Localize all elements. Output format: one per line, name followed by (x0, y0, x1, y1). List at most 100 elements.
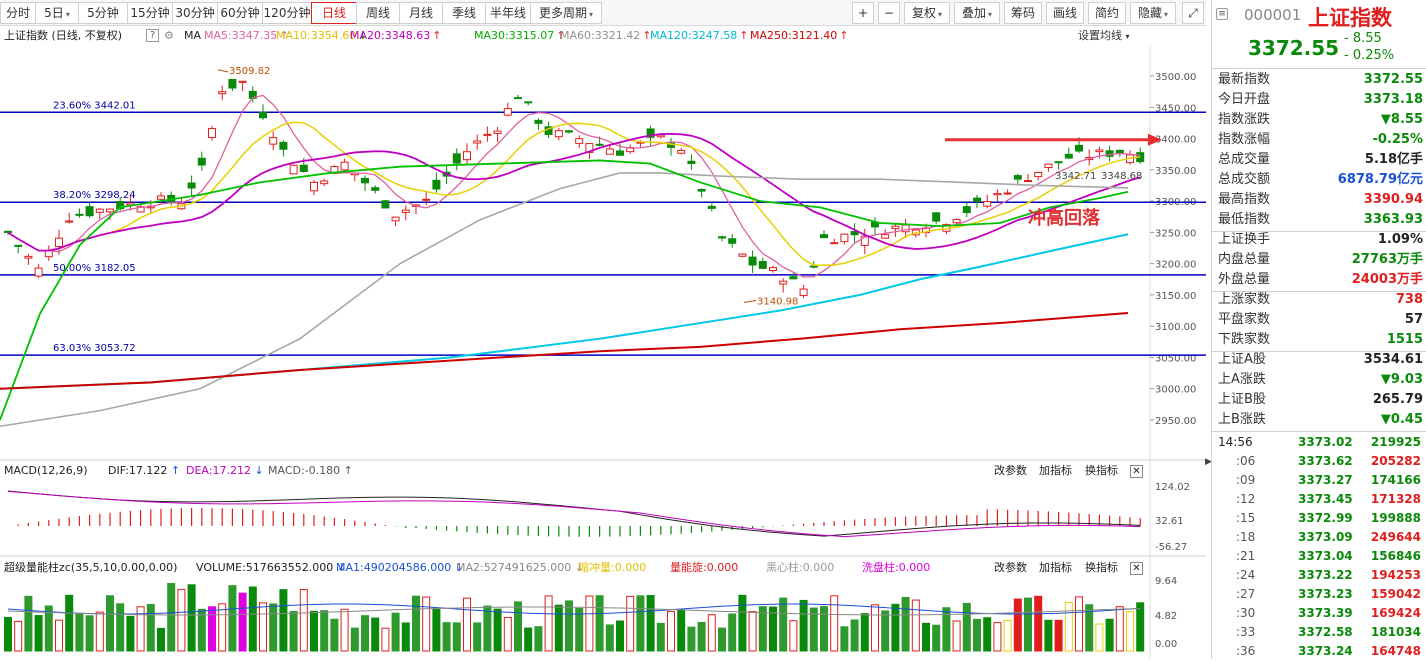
tab-11[interactable]: 半年线 (485, 2, 531, 24)
macd-close-icon[interactable]: ✕ (1130, 465, 1143, 478)
volume-bar (65, 594, 74, 652)
menu-icon[interactable]: ≡ (1216, 8, 1228, 20)
macd-param-button[interactable]: 改参数 (994, 464, 1027, 477)
quote-row-value: 5.18亿手 (1364, 152, 1423, 167)
volume-bar (1034, 595, 1043, 652)
macd-header: MACD(12,26,9) DIF:17.122 ↑ DEA:17.212 ↓ … (0, 462, 1148, 480)
tick-price: 3373.62 (1298, 454, 1353, 468)
tab-8[interactable]: 周线 (356, 2, 400, 24)
chevron-down-icon: ▾ (589, 10, 594, 19)
volume-bar (289, 610, 298, 652)
macd-switch-indicator-button[interactable]: 换指标 (1085, 464, 1118, 477)
candle-body (524, 101, 533, 104)
volume-bar (34, 615, 43, 652)
ma-item-3: MA30:3315.07 ↑ (474, 29, 566, 42)
volume-bar (656, 622, 665, 652)
tab-5[interactable]: 60分钟 (217, 2, 263, 24)
tool-6[interactable]: 简约 (1088, 2, 1126, 24)
fib-label: 38.20% 3298.24 (53, 190, 136, 201)
quote-row: 最低指数 3363.93 (1212, 210, 1426, 230)
quote-row-label: 上证A股 (1218, 352, 1266, 367)
tab-2[interactable]: 5分钟 (78, 2, 128, 24)
tick-row: :24 3373.22 194253 (1212, 566, 1426, 585)
volume-bar (840, 626, 849, 652)
volume-bar (799, 599, 808, 652)
candle-body (779, 280, 788, 285)
candle-body (65, 220, 74, 223)
volume-bar (106, 595, 114, 652)
volume-bar (228, 585, 237, 652)
tab-7[interactable]: 日线 (311, 2, 357, 24)
quote-row-value: 24003万手 (1351, 272, 1423, 287)
volume-bar (463, 597, 471, 652)
tool-7[interactable]: 隐藏 ▾ (1130, 2, 1176, 24)
tick-time: :30 (1236, 606, 1256, 620)
ma-item-2: MA20:3348.63 ↑ (350, 29, 442, 42)
help-icon[interactable]: ? (146, 29, 159, 42)
price-tick-label: 3350.00 (1155, 166, 1196, 177)
candle-body (932, 212, 941, 222)
tool-2[interactable]: 复权 ▾ (904, 2, 950, 24)
volume-bar (983, 617, 992, 652)
candle-body (565, 130, 573, 133)
candle-body (1115, 149, 1124, 154)
candle-body (452, 153, 461, 164)
candle-body (646, 128, 655, 138)
candle-body (769, 267, 777, 272)
quote-row: 平盘家数 57 (1212, 310, 1426, 330)
expand-icon[interactable]: ⤢ (1182, 2, 1204, 24)
tab-12[interactable]: 更多周期 ▾ (530, 2, 602, 24)
volume-bar (850, 619, 859, 652)
quote-row-value: -0.25% (1372, 132, 1424, 147)
candle-body (1003, 192, 1012, 195)
tool-5[interactable]: 画线 (1046, 2, 1084, 24)
tab-9[interactable]: 月线 (399, 2, 443, 24)
volume-bar (248, 586, 257, 652)
chart-svg[interactable]: 3500.003450.003400.003350.003300.003250.… (0, 46, 1206, 659)
ma-item-5: MA120:3247.58 ↑ (650, 29, 749, 42)
quote-row-value: ▼9.03 (1380, 372, 1423, 387)
quote-row-label: 内盘总量 (1218, 252, 1271, 267)
tool-1[interactable]: − (878, 2, 900, 24)
ma10-line (7, 121, 1141, 266)
volume-extra-2: 黑心柱:0.000 (766, 561, 835, 574)
ma-settings-button[interactable]: 设置均线 ▾ (1078, 29, 1130, 42)
volume-bar (320, 610, 329, 652)
tick-volume: 199888 (1370, 511, 1421, 525)
tool-4[interactable]: 筹码 (1004, 2, 1042, 24)
tick-volume: 205282 (1370, 454, 1421, 468)
volume-add-indicator-button[interactable]: 加指标 (1039, 561, 1072, 574)
tab-1[interactable]: 5日 ▾ (35, 2, 79, 24)
volume-bar (993, 622, 1002, 652)
chevron-down-icon: ▾ (65, 10, 70, 19)
tab-4[interactable]: 30分钟 (172, 2, 218, 24)
tab-10[interactable]: 季线 (442, 2, 486, 24)
quote-row-value: 3363.93 (1363, 212, 1423, 227)
tool-3[interactable]: 叠加 ▾ (954, 2, 1000, 24)
volume-bar (554, 604, 563, 652)
candle-body (1064, 153, 1073, 159)
tab-3[interactable]: 15分钟 (127, 2, 173, 24)
volume-bar (616, 620, 624, 652)
volume-close-icon[interactable]: ✕ (1130, 562, 1143, 575)
tick-price: 3372.99 (1298, 511, 1353, 525)
quote-row: 上证B股 265.79 (1212, 390, 1426, 410)
macd-add-indicator-button[interactable]: 加指标 (1039, 464, 1072, 477)
quote-row-label: 指数涨幅 (1218, 132, 1271, 147)
volume-param-button[interactable]: 改参数 (994, 561, 1027, 574)
volume-switch-indicator-button[interactable]: 换指标 (1085, 561, 1118, 574)
volume-bar (432, 609, 441, 652)
quote-row: 上涨家数 738 (1212, 290, 1426, 310)
collapse-panel-icon[interactable]: ▶ (1205, 457, 1212, 467)
candle-body (830, 242, 839, 245)
settings-gear-icon[interactable]: ⚙ (164, 29, 174, 42)
candle-body (707, 205, 716, 209)
tool-0[interactable]: + (852, 2, 874, 24)
tab-6[interactable]: 120分钟 (262, 2, 312, 24)
tab-0[interactable]: 分时 (0, 2, 36, 24)
volume-bar (891, 603, 900, 652)
quote-row-value: 1.09% (1377, 232, 1423, 247)
tick-price: 3373.09 (1298, 530, 1353, 544)
ma30-line (0, 159, 1129, 421)
price-tick-label: 3400.00 (1155, 135, 1196, 146)
